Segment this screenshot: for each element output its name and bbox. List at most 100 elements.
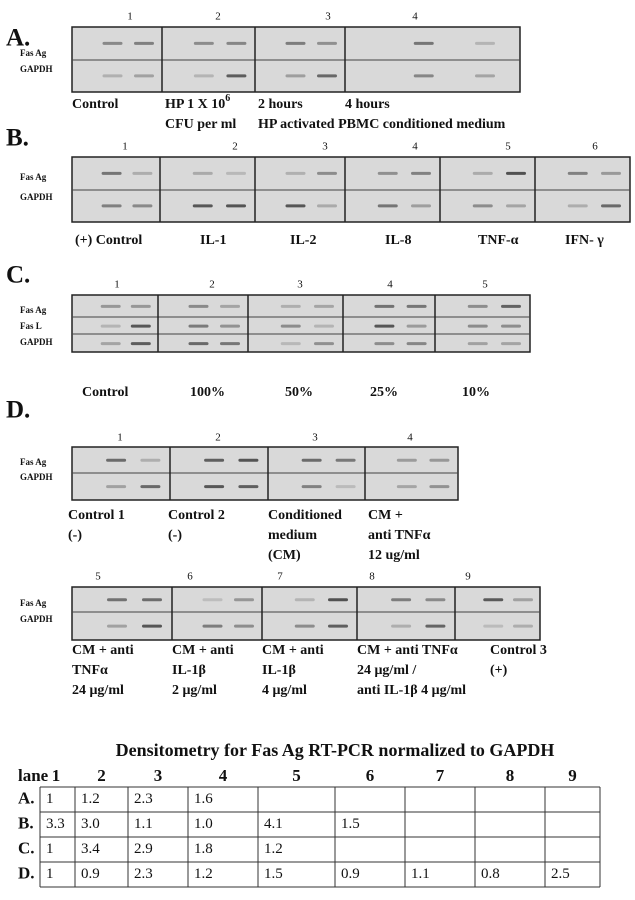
caption: Control 1 [68, 508, 125, 523]
lane-number: 6 [187, 571, 193, 583]
table-cell: 0.9 [81, 866, 100, 882]
lane-number: 2 [209, 279, 215, 291]
band [377, 204, 398, 208]
lane-number: 2 [215, 11, 221, 23]
lane-number: 3 [325, 11, 331, 23]
panel-label: B. [6, 125, 29, 152]
band [280, 304, 301, 308]
table-cell: 1.2 [264, 841, 283, 857]
table-title: Densitometry for Fas Ag RT-PCR normalize… [116, 740, 555, 760]
caption: (+) [490, 663, 508, 678]
gel [71, 586, 541, 641]
table-header: 7 [436, 766, 445, 785]
band [506, 171, 526, 175]
band [238, 458, 259, 462]
band [472, 204, 493, 208]
caption: (-) [168, 528, 182, 543]
caption: IL-1β [172, 663, 206, 678]
lane-number: 8 [369, 571, 375, 583]
table-cell: 3.3 [46, 816, 65, 832]
band [101, 171, 122, 175]
band [102, 74, 123, 78]
table-header: lane [18, 766, 49, 785]
caption: Control 2 [168, 508, 225, 523]
band [413, 74, 434, 78]
row-label: Fas Ag [20, 48, 47, 58]
table-cell: 1 [46, 841, 54, 857]
band [140, 458, 161, 462]
row-label: GAPDH [20, 64, 53, 74]
band [301, 485, 322, 489]
table-header: 9 [568, 766, 577, 785]
caption: CM + anti [262, 643, 324, 658]
superscript: 6 [225, 93, 230, 104]
caption: anti TNFα [368, 528, 431, 543]
band [226, 204, 246, 208]
table-cell: 0.8 [481, 866, 500, 882]
lane-number: 1 [114, 279, 120, 291]
table-cell: 1.1 [411, 866, 430, 882]
caption: 50% [285, 385, 313, 400]
band [483, 598, 504, 602]
row-label: GAPDH [20, 337, 53, 347]
band [204, 485, 225, 489]
table-cell: 4.1 [264, 816, 283, 832]
band [188, 324, 209, 328]
band [226, 41, 247, 45]
panel-label: D. [6, 397, 30, 424]
row-header: A. [18, 788, 35, 807]
band [234, 598, 254, 602]
band [406, 342, 427, 346]
band [204, 458, 225, 462]
row-label: GAPDH [20, 614, 53, 624]
lane-number: 9 [465, 571, 471, 583]
caption: 10% [462, 385, 490, 400]
caption: IL-1β [262, 663, 296, 678]
caption: CFU per ml [165, 117, 236, 132]
band [285, 74, 306, 78]
lane-number: 3 [322, 141, 328, 153]
lane-number: 4 [407, 432, 413, 444]
band [411, 171, 431, 175]
table-header: 6 [366, 766, 375, 785]
lane-number: 3 [312, 432, 318, 444]
band [429, 485, 450, 489]
table-header: 3 [154, 766, 163, 785]
band [467, 324, 488, 328]
band [294, 624, 315, 628]
caption: (+) Control [75, 233, 142, 248]
band [475, 41, 495, 45]
band [285, 204, 306, 208]
lane-number: 4 [412, 11, 418, 23]
band [501, 342, 521, 346]
caption: 25% [370, 385, 398, 400]
caption: (CM) [268, 548, 301, 563]
band [467, 342, 488, 346]
band [328, 598, 348, 602]
table-cell: 1 [46, 866, 54, 882]
band [132, 171, 153, 175]
lane-number: 3 [297, 279, 303, 291]
band [396, 485, 417, 489]
band [100, 342, 121, 346]
lane-number: 1 [122, 141, 128, 153]
row-header: D. [18, 863, 35, 882]
band [107, 598, 127, 602]
band [567, 171, 588, 175]
band [335, 485, 356, 489]
band [142, 624, 162, 628]
caption: TNF-α [478, 233, 519, 248]
band [192, 171, 213, 175]
row-label: Fas Ag [20, 305, 47, 315]
table-header: 8 [506, 766, 515, 785]
caption: CM + anti TNFα [357, 643, 458, 658]
caption: 2 hours [258, 97, 303, 112]
table-cell: 2.9 [134, 841, 153, 857]
caption: CM + anti [172, 643, 234, 658]
band [317, 74, 337, 78]
lane-number: 4 [412, 141, 418, 153]
band [280, 324, 301, 328]
band [106, 485, 127, 489]
band [475, 74, 495, 78]
